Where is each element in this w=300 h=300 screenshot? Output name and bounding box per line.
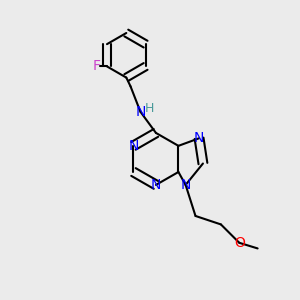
Text: N: N — [194, 131, 204, 145]
Text: N: N — [128, 139, 139, 153]
Text: N: N — [135, 105, 146, 119]
Text: O: O — [234, 236, 245, 250]
Text: F: F — [93, 59, 101, 74]
Text: H: H — [145, 102, 154, 115]
Text: N: N — [151, 178, 161, 192]
Text: N: N — [180, 178, 191, 192]
